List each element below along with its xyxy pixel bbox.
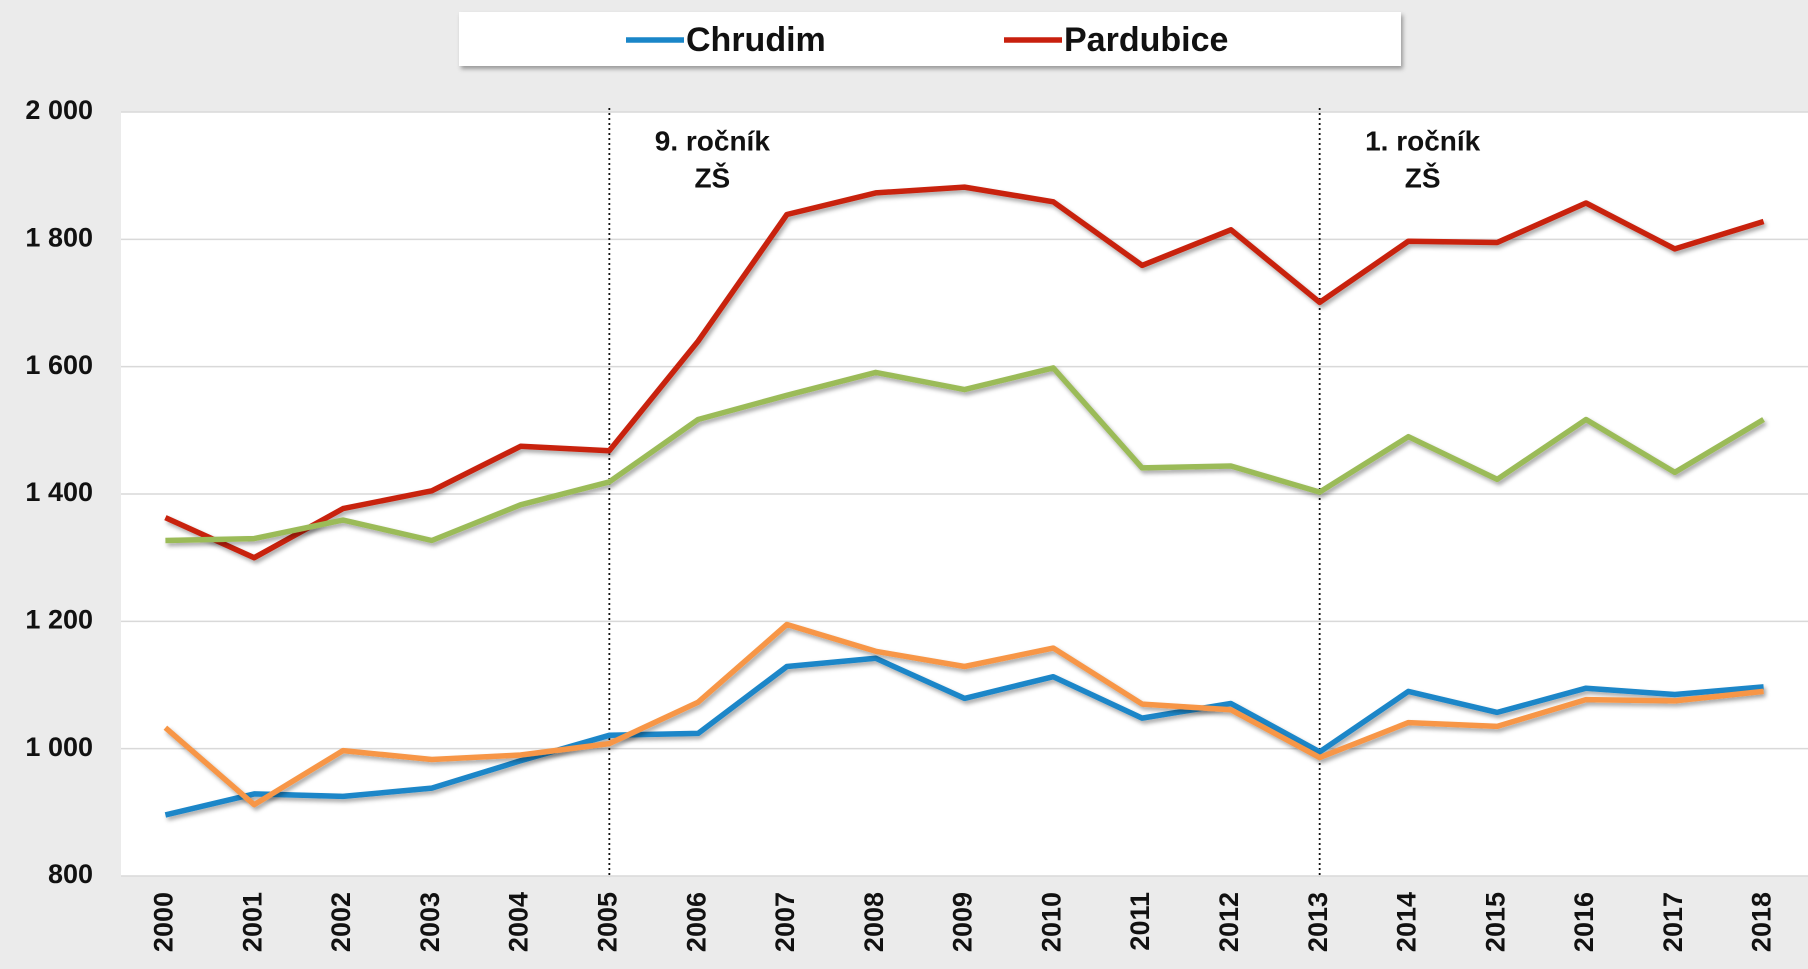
- x-tick-label: 2013: [1303, 892, 1333, 952]
- annotation: 1. ročník: [1365, 125, 1481, 156]
- legend-label: Chrudim: [686, 21, 826, 59]
- annotation: 9. ročník: [655, 125, 771, 156]
- y-tick-label: 1 200: [25, 604, 93, 634]
- annotation: ZŠ: [694, 161, 730, 193]
- x-tick-label: 2002: [326, 892, 356, 952]
- x-tick-label: 2016: [1569, 892, 1599, 952]
- x-tick-label: 2004: [504, 892, 534, 952]
- series-line: [164, 184, 1765, 561]
- x-tick-label: 2015: [1480, 892, 1510, 952]
- legend-box: [459, 12, 1401, 66]
- x-tick-label: 2005: [592, 892, 622, 952]
- legend-label: Pardubice: [1064, 21, 1228, 59]
- y-tick-label: 2 000: [25, 95, 93, 125]
- series-line: [165, 365, 1766, 544]
- x-tick-label: 2017: [1658, 892, 1688, 952]
- x-tick-label: 2011: [1125, 892, 1155, 951]
- annotation: ZŠ: [1405, 161, 1441, 193]
- y-tick-label: 1 400: [25, 477, 93, 507]
- x-tick-label: 2014: [1392, 892, 1422, 952]
- y-tick-label: 800: [48, 859, 93, 889]
- x-tick-label: 2003: [415, 892, 445, 952]
- y-tick-label: 1 000: [25, 732, 93, 762]
- x-tick-label: 2010: [1036, 892, 1066, 952]
- x-tick-label: 2018: [1747, 892, 1777, 952]
- x-tick-label: 2007: [770, 892, 800, 952]
- x-tick-label: 2008: [859, 892, 889, 952]
- x-tick-label: 2009: [948, 892, 978, 952]
- x-tick-label: 2000: [149, 892, 179, 952]
- y-tick-label: 1 800: [25, 222, 93, 252]
- x-tick-label: 2006: [681, 892, 711, 952]
- x-tick-label: 2001: [237, 892, 267, 952]
- series-line: [164, 655, 1764, 818]
- series-line: [163, 621, 1764, 808]
- x-tick-label: 2012: [1214, 892, 1244, 952]
- y-tick-label: 1 600: [25, 350, 93, 380]
